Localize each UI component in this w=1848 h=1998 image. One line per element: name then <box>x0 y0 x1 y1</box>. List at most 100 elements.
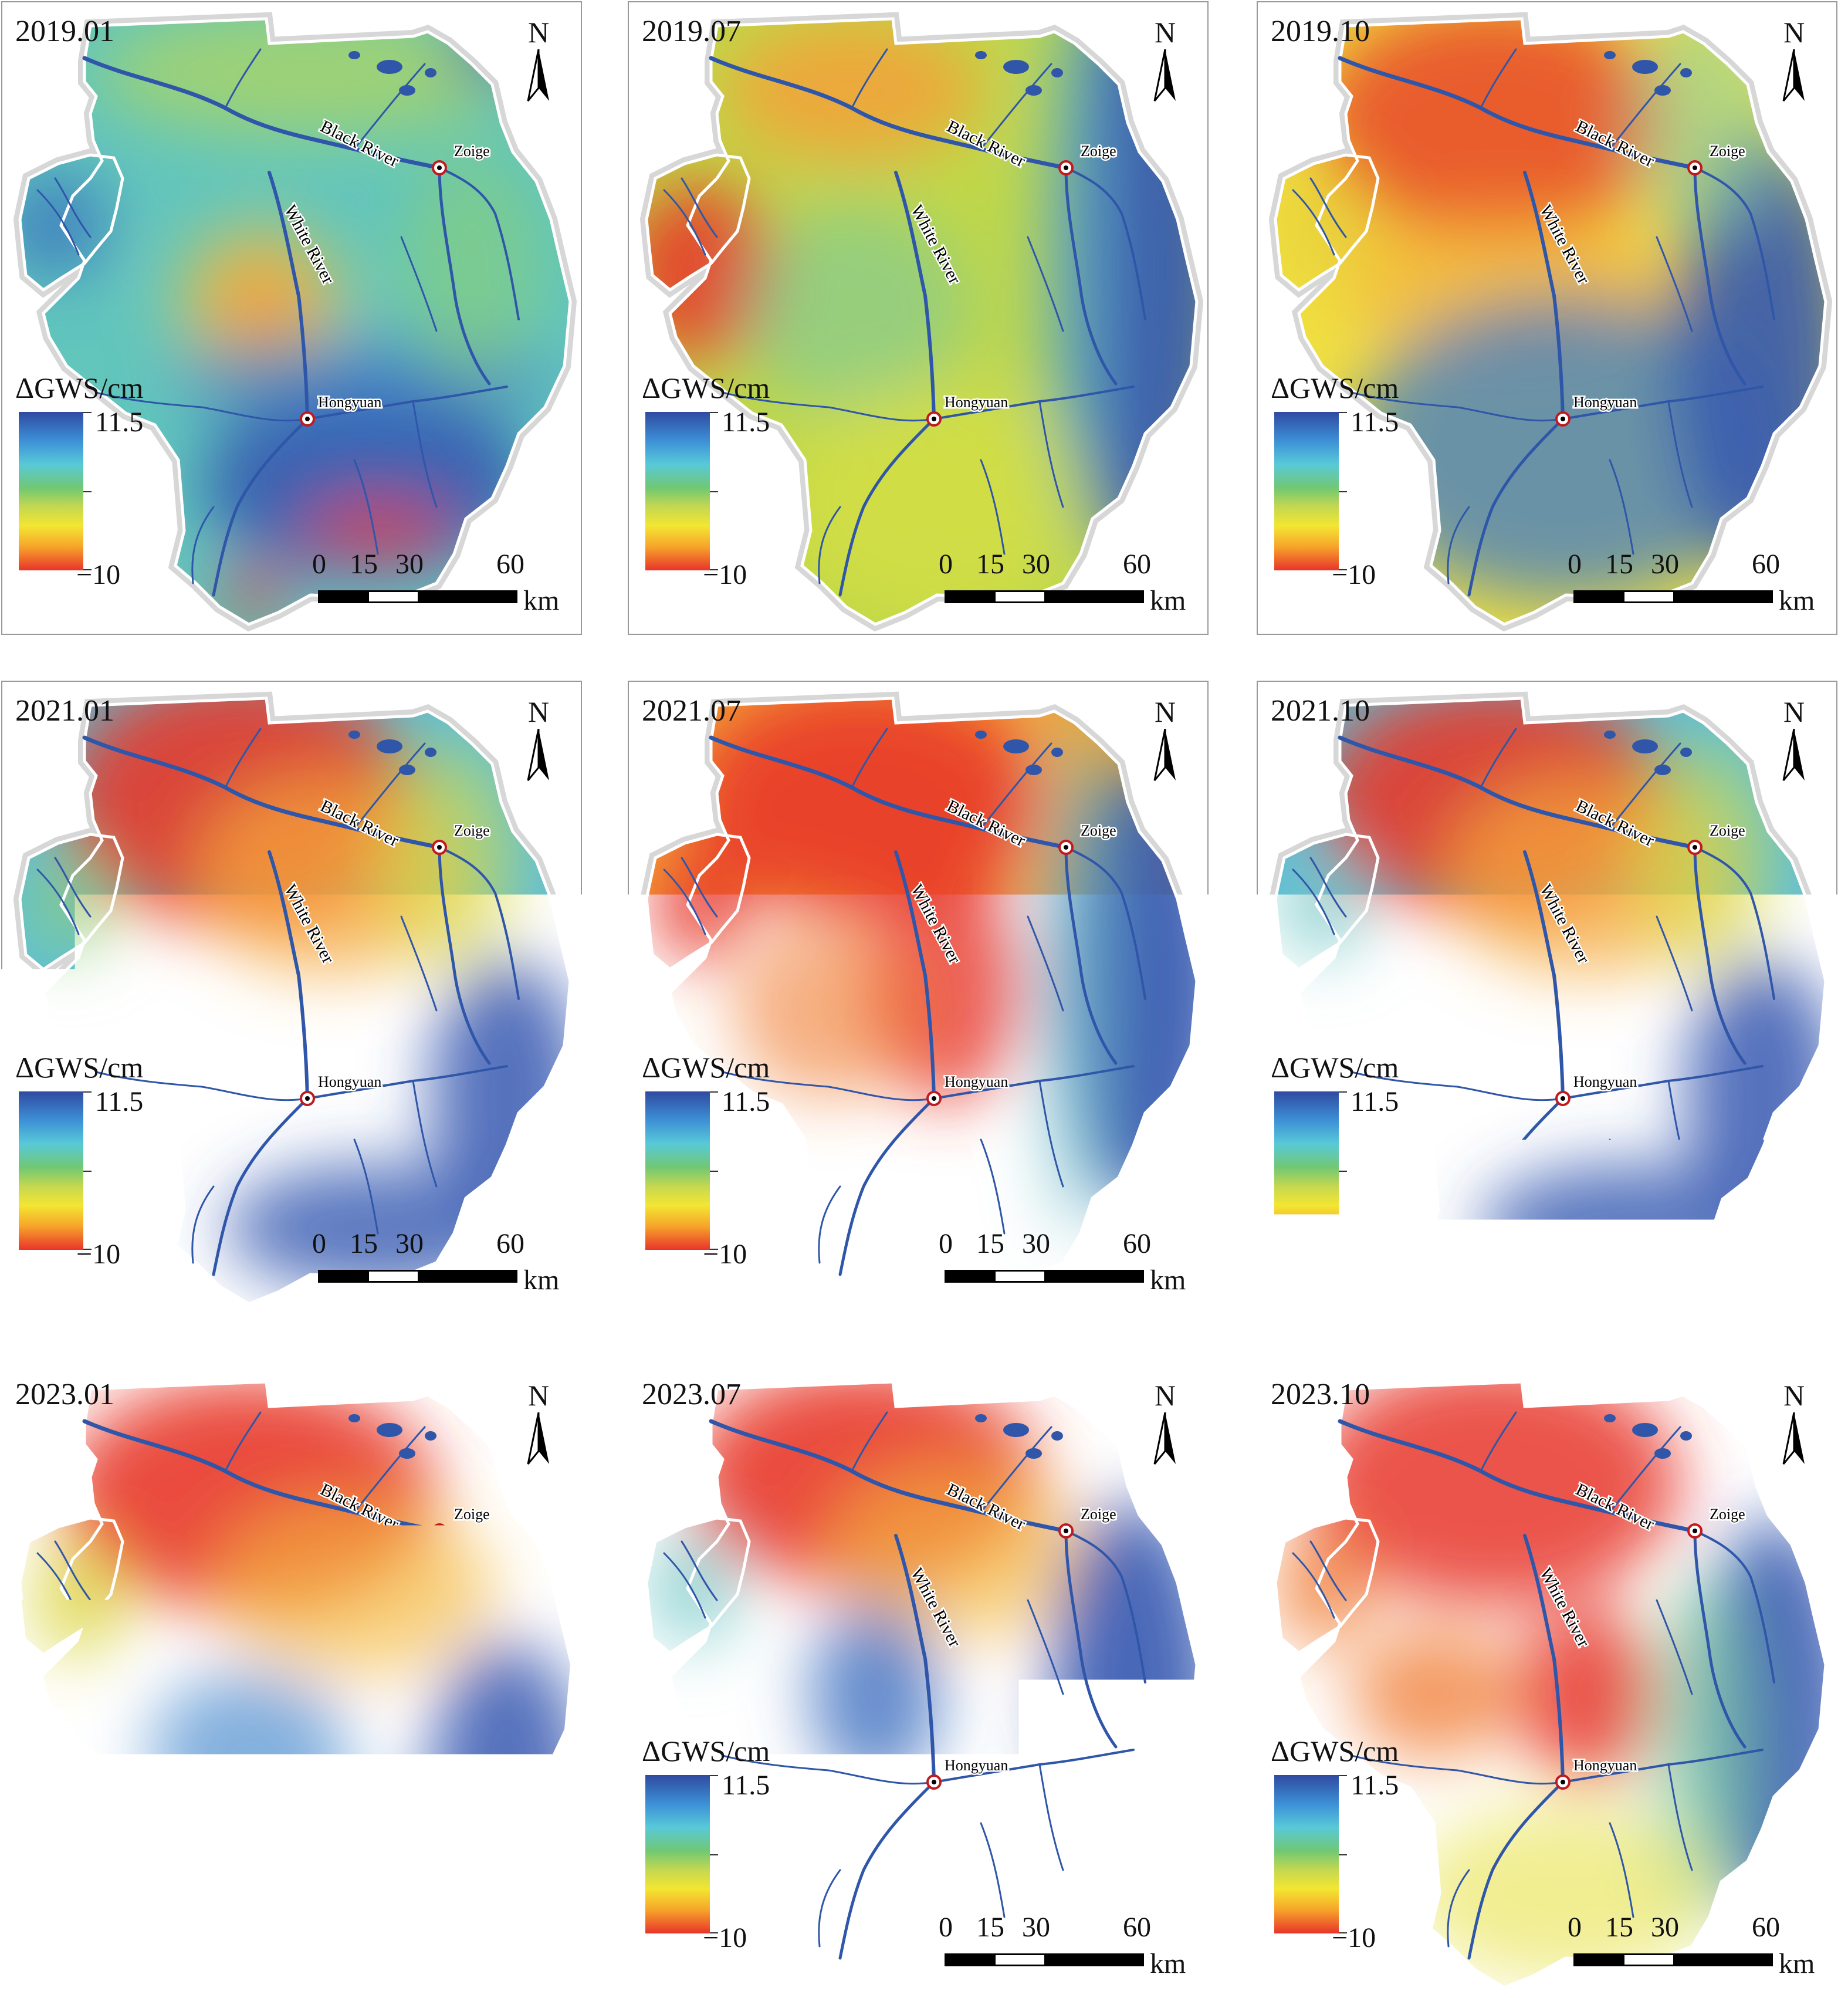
legend-tick <box>83 1091 92 1093</box>
panel-date-title: 2023.10 <box>1271 1377 1370 1412</box>
scale-tick-label: 60 <box>1123 548 1151 580</box>
hongyuan-marker <box>1556 1776 1569 1789</box>
legend-colorbar <box>19 1775 83 1933</box>
hongyuan-marker <box>928 1092 940 1105</box>
zoige-label: Zoige <box>1710 1506 1745 1523</box>
lake <box>425 68 436 77</box>
zoige-label: Zoige <box>454 822 490 839</box>
legend-tick <box>83 1854 92 1855</box>
north-arrow-icon <box>526 1412 551 1465</box>
lake <box>1051 1431 1063 1441</box>
legend-max-label: 11.5 <box>1351 406 1399 438</box>
scale-tick-label: 30 <box>1651 1228 1679 1260</box>
gws-anomaly-zone <box>1275 167 1369 284</box>
scale-bar-segments <box>1573 590 1773 603</box>
scale-tick-label: 0 <box>312 1228 326 1260</box>
legend-tick <box>710 1854 718 1855</box>
scale-tick-label: 15 <box>976 1228 1004 1260</box>
legend-max-label: 11.5 <box>95 1086 143 1118</box>
lake <box>1604 51 1616 59</box>
scale-tick-label: 0 <box>939 1228 953 1260</box>
map-panel-7: Zoige Hongyuan Black River White River 2… <box>1 1364 582 1998</box>
north-letter: N <box>1148 695 1183 729</box>
lake <box>1680 1431 1692 1441</box>
scale-bar: 0 15 30 60 km <box>307 548 577 624</box>
scale-bar-segments <box>945 1270 1144 1283</box>
north-arrow-icon <box>1152 49 1178 102</box>
legend-min-label: −10 <box>76 559 120 591</box>
zoige-marker <box>1688 1524 1701 1537</box>
lake <box>399 85 415 96</box>
zoige-marker <box>1060 1524 1072 1537</box>
scale-tick-label: 30 <box>1022 548 1050 580</box>
hongyuan-marker <box>1556 413 1569 425</box>
legend-colorbar <box>1274 1091 1339 1250</box>
groundwater-map: Zoige Hongyuan Black River White River <box>1258 2 1837 635</box>
legend-min-label: −10 <box>1332 559 1376 591</box>
lake <box>1632 1423 1658 1437</box>
legend-tick <box>83 491 92 492</box>
legend-colorbar <box>1274 1775 1339 1933</box>
legend-max-label: 11.5 <box>1351 1769 1399 1801</box>
north-arrow-icon <box>1152 1412 1178 1465</box>
legend-min-label: −10 <box>703 1922 747 1954</box>
legend-colorbar <box>645 412 710 570</box>
legend-tick <box>1339 412 1347 413</box>
zoige-label: Zoige <box>454 143 490 160</box>
legend-min-label: −10 <box>1332 1922 1376 1954</box>
north-arrow: N <box>1148 1378 1183 1466</box>
lake <box>1654 85 1671 96</box>
lake <box>1051 748 1063 757</box>
gws-anomaly-zone <box>1275 1530 1369 1647</box>
map-panel-6: Zoige Hongyuan Black River White River 2… <box>1257 681 1837 1314</box>
scale-tick-label: 15 <box>1605 1228 1633 1260</box>
panel-date-title: 2021.10 <box>1271 694 1370 728</box>
zoige-marker <box>1060 841 1072 854</box>
lake <box>1003 739 1029 753</box>
lake <box>1604 731 1616 739</box>
lake <box>348 731 360 739</box>
scale-tick-label: 30 <box>395 548 424 580</box>
legend-tick <box>1339 491 1347 492</box>
north-letter: N <box>521 695 556 729</box>
scale-unit-label: km <box>523 584 559 617</box>
legend-tick <box>1339 1854 1347 1855</box>
north-letter: N <box>1148 15 1183 49</box>
zoige-marker <box>1060 161 1072 174</box>
north-arrow: N <box>521 695 556 783</box>
legend-colorbar <box>19 412 83 570</box>
scale-bar: 0 15 30 60 km <box>307 1911 577 1987</box>
north-arrow: N <box>1776 1378 1812 1466</box>
lake <box>1654 765 1671 775</box>
lake <box>1632 739 1658 753</box>
gws-anomaly-zone <box>96 8 519 137</box>
lake <box>1003 60 1029 74</box>
lake <box>1680 748 1692 757</box>
lake <box>348 1414 360 1422</box>
hongyuan-label: Hongyuan <box>1573 394 1637 411</box>
lake <box>1632 60 1658 74</box>
gws-anomaly-zone <box>647 1530 740 1647</box>
legend-max-label: 11.5 <box>722 406 770 438</box>
panel-date-title: 2023.01 <box>15 1377 114 1412</box>
legend-min-label: −10 <box>76 1238 120 1270</box>
scale-bar-segments <box>318 590 517 603</box>
scale-tick-label: 15 <box>976 548 1004 580</box>
legend-max-label: 11.5 <box>722 1086 770 1118</box>
map-panel-9: Zoige Hongyuan Black River White River 2… <box>1257 1364 1837 1998</box>
north-arrow-icon <box>1152 729 1178 782</box>
map-panel-8: Zoige Hongyuan Black River White River 2… <box>628 1364 1209 1998</box>
legend-tick <box>83 412 92 413</box>
hongyuan-marker <box>301 1092 314 1105</box>
zoige-label: Zoige <box>1710 822 1745 839</box>
lake <box>377 60 402 74</box>
lake <box>377 1423 402 1437</box>
legend-max-label: 11.5 <box>1351 1086 1399 1118</box>
scale-tick-label: 0 <box>312 1911 326 1943</box>
north-arrow: N <box>1148 695 1183 783</box>
scale-bar-segments <box>318 1953 517 1966</box>
legend-tick <box>710 1091 718 1093</box>
hongyuan-marker <box>1556 1092 1569 1105</box>
scale-tick-label: 15 <box>350 548 378 580</box>
legend-tick <box>710 1775 718 1776</box>
